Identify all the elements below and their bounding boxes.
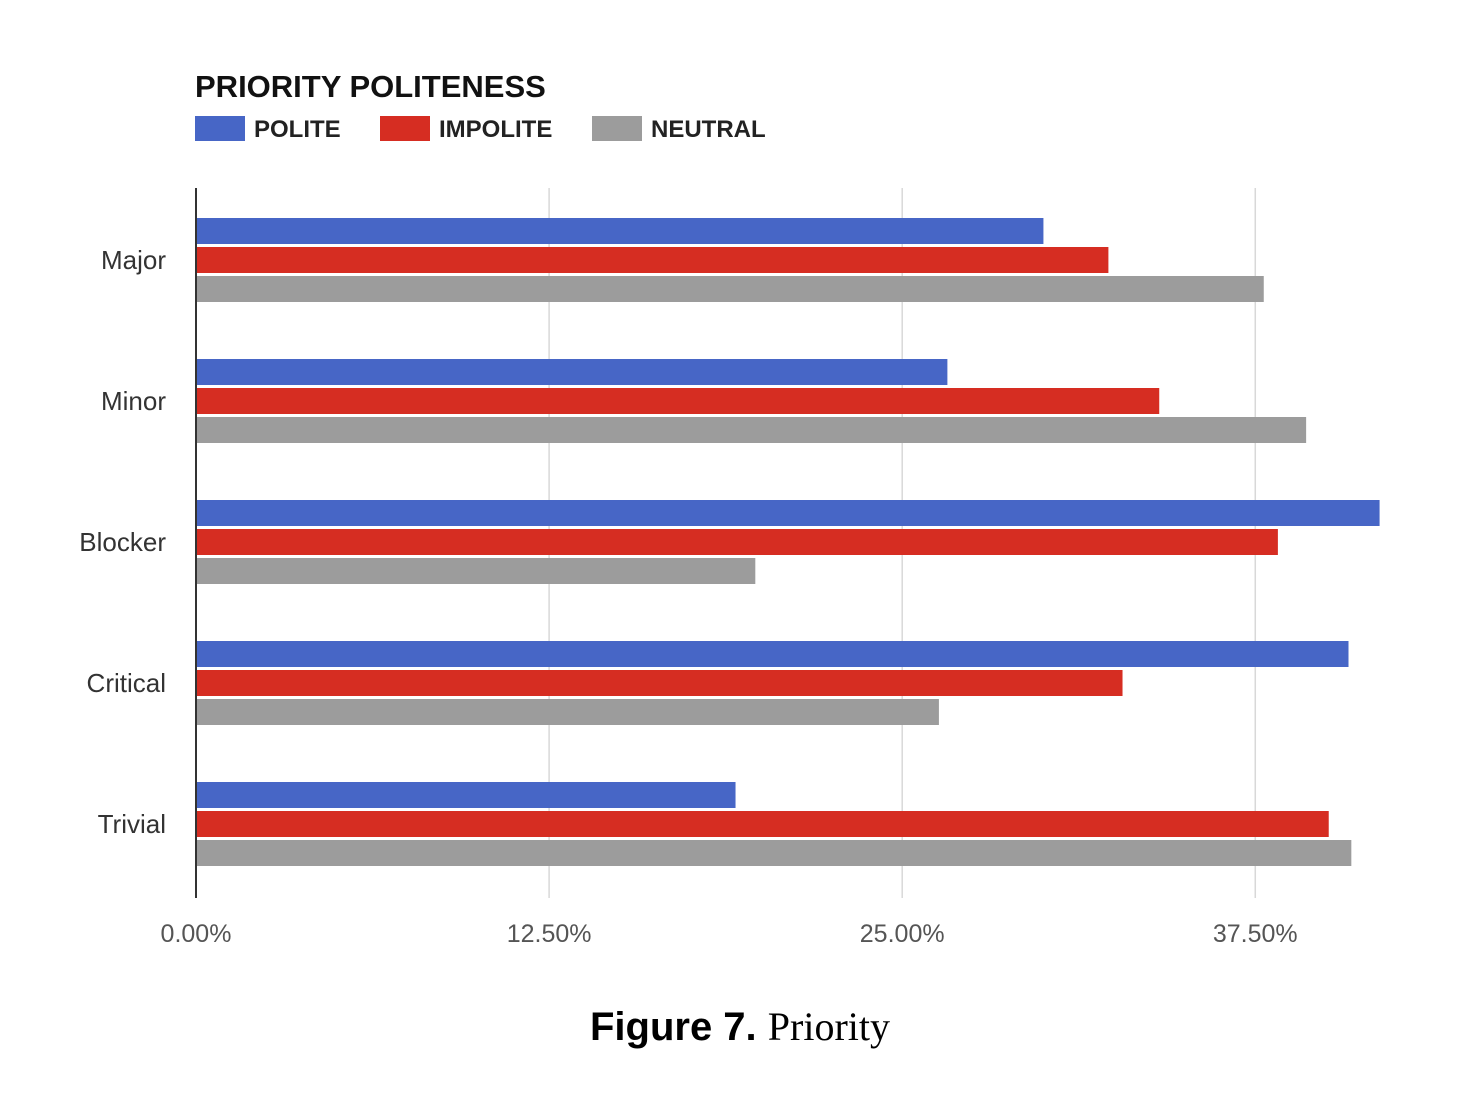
x-axis-labels: 0.00% 12.50% 25.00% 37.50%: [161, 920, 1298, 948]
legend-label-polite: POLITE: [254, 116, 341, 143]
legend-swatch-polite: [195, 116, 245, 141]
bar-major-impolite: [196, 247, 1109, 273]
bar-critical-neutral: [196, 699, 939, 725]
bar-blocker-impolite: [196, 529, 1278, 555]
legend: POLITE IMPOLITE NEUTRAL: [195, 116, 766, 143]
y-category-label: Blocker: [79, 527, 166, 557]
x-tick-label: 0.00%: [161, 920, 232, 948]
bars: [196, 218, 1380, 866]
legend-label-impolite: IMPOLITE: [439, 116, 552, 143]
x-tick-label: 37.50%: [1213, 920, 1298, 948]
bar-minor-neutral: [196, 417, 1307, 443]
bar-critical-impolite: [196, 670, 1123, 696]
bar-minor-polite: [196, 359, 948, 385]
bar-blocker-neutral: [196, 558, 756, 584]
bar-major-polite: [196, 218, 1044, 244]
chart: PRIORITY POLITENESS POLITE IMPOLITE NEUTRA…: [79, 69, 1380, 948]
figure-caption: Figure 7. Priority: [0, 1003, 1480, 1050]
legend-label-neutral: NEUTRAL: [651, 116, 766, 143]
chart-title: PRIORITY POLITENESS: [195, 69, 546, 104]
y-category-label: Minor: [101, 386, 166, 416]
caption-label: Figure 7.: [589, 1005, 757, 1049]
bar-blocker-polite: [196, 500, 1380, 526]
legend-swatch-neutral: [592, 116, 642, 141]
bar-major-neutral: [196, 276, 1264, 302]
legend-swatch-impolite: [380, 116, 430, 141]
bar-critical-polite: [196, 641, 1349, 667]
bar-minor-impolite: [196, 388, 1160, 414]
y-category-label: Trivial: [98, 809, 166, 839]
bar-trivial-impolite: [196, 811, 1329, 837]
x-tick-label: 12.50%: [507, 920, 592, 948]
x-tick-label: 25.00%: [860, 920, 945, 948]
caption-text: Priority: [767, 1004, 891, 1049]
y-category-label: Major: [101, 245, 166, 275]
bar-trivial-polite: [196, 782, 736, 808]
y-category-label: Critical: [87, 668, 166, 698]
y-axis-labels: Major Minor Blocker Critical Trivial: [79, 245, 166, 839]
bar-trivial-neutral: [196, 840, 1352, 866]
